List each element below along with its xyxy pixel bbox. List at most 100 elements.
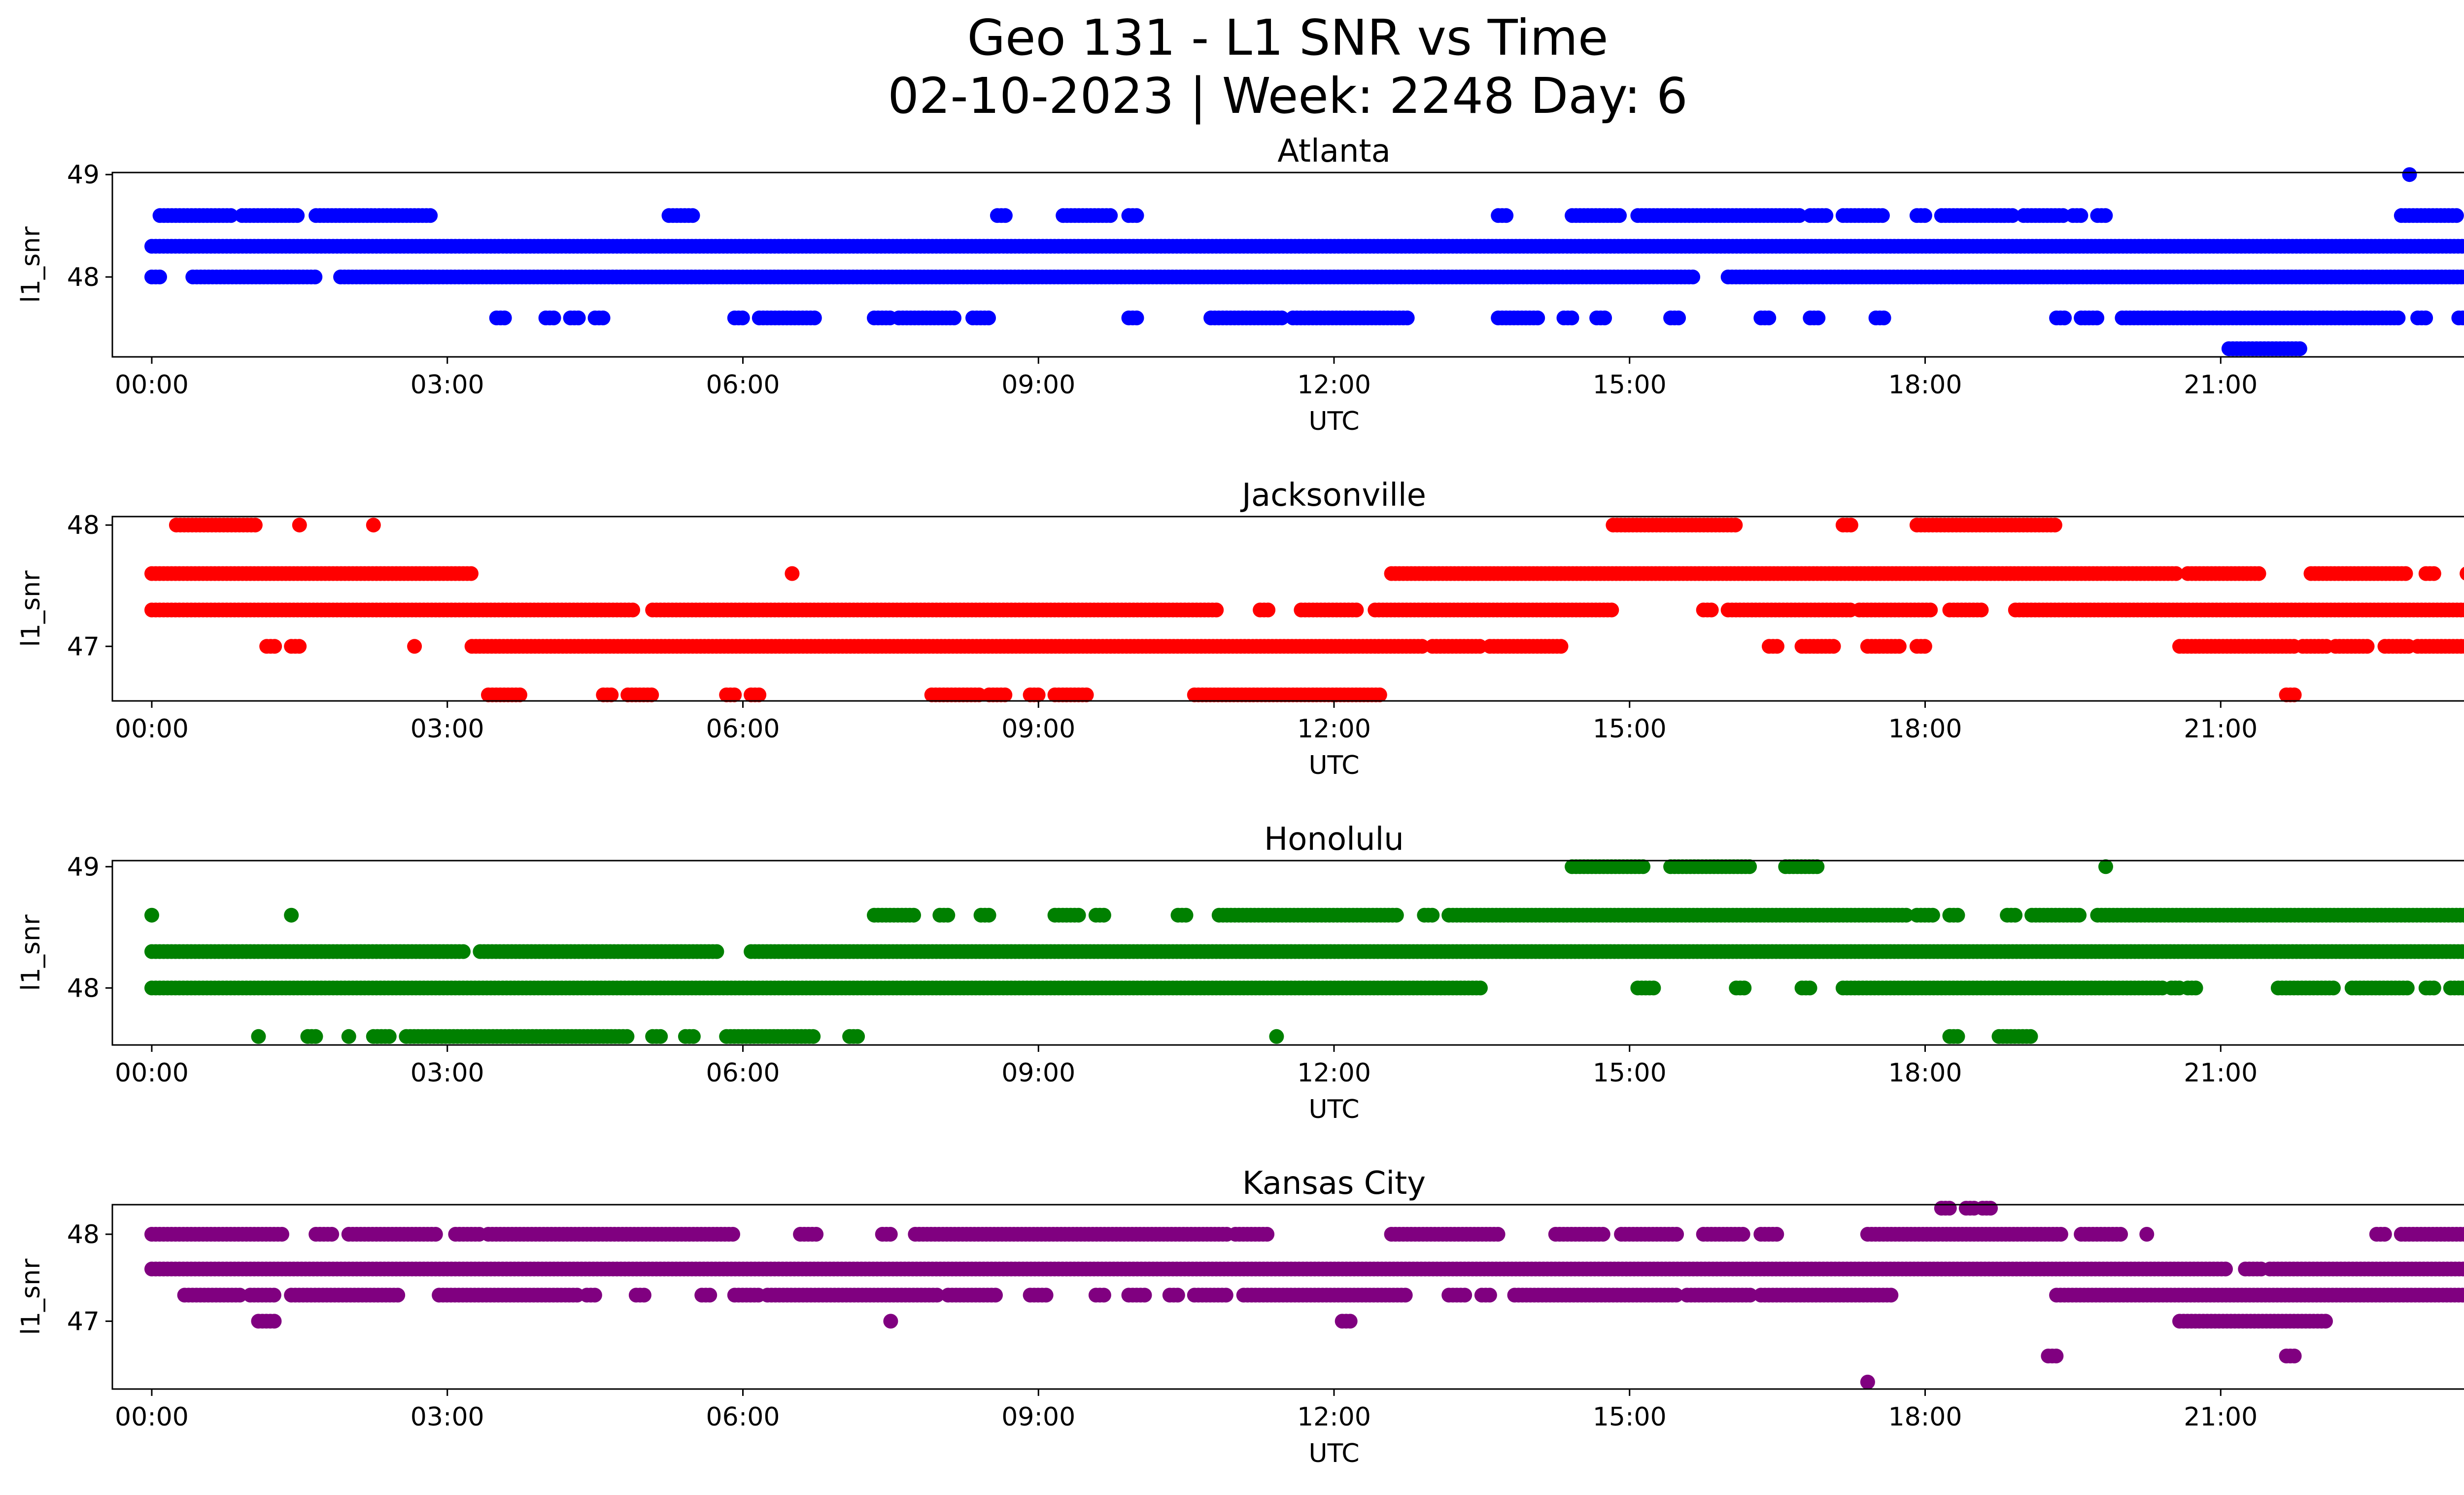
data-point: [735, 311, 750, 325]
x-tick-label: 06:00: [706, 714, 780, 744]
data-point: [1096, 907, 1111, 923]
data-points: [144, 167, 2464, 356]
data-point: [1671, 311, 1686, 325]
y-tick-label: 48: [67, 263, 100, 292]
subplot-title: Kansas City: [1242, 1165, 1426, 1202]
x-axis-label: UTC: [1308, 407, 1359, 436]
figure-title-line-1: Geo 131 - L1 SNR vs Time: [967, 9, 1608, 67]
data-point: [2287, 687, 2302, 702]
data-point: [571, 311, 586, 325]
data-point: [247, 518, 263, 533]
x-tick-label: 03:00: [411, 370, 484, 400]
data-point: [1389, 907, 1404, 923]
data-point: [2402, 167, 2417, 182]
data-point: [653, 1029, 668, 1044]
data-point: [1079, 687, 1094, 702]
data-point: [223, 208, 239, 223]
data-point: [1770, 639, 1784, 654]
data-point: [1891, 639, 1907, 654]
x-tick-label: 15:00: [1593, 370, 1667, 400]
data-point: [2460, 566, 2464, 581]
x-tick-label: 00:00: [115, 714, 189, 744]
data-point: [981, 311, 996, 325]
data-point: [1178, 907, 1194, 923]
data-point: [1425, 907, 1440, 923]
data-point: [2251, 566, 2266, 581]
data-point: [2008, 907, 2023, 923]
data-point: [546, 311, 561, 325]
y-tick-label: 49: [67, 852, 100, 882]
data-point: [381, 1029, 397, 1044]
x-tick-label: 18:00: [1888, 370, 1962, 400]
y-tick-label: 48: [67, 973, 100, 1003]
x-tick-label: 12:00: [1297, 714, 1371, 744]
data-point: [423, 208, 438, 223]
x-tick-label: 00:00: [115, 1058, 189, 1088]
y-axis-label: l1_snr: [16, 570, 46, 647]
x-tick-label: 03:00: [411, 714, 484, 744]
subplot-title: Jacksonville: [1240, 477, 1426, 514]
subplot-title: Honolulu: [1264, 821, 1404, 858]
data-point: [341, 1029, 356, 1044]
data-point: [1974, 602, 1989, 618]
data-point: [709, 944, 724, 959]
data-point: [604, 687, 619, 702]
data-point: [1742, 859, 1757, 874]
data-point: [785, 566, 800, 581]
x-tick-label: 06:00: [706, 370, 780, 400]
data-point: [997, 687, 1013, 702]
data-point: [2426, 566, 2441, 581]
data-point: [513, 687, 527, 702]
data-point: [1530, 311, 1545, 325]
data-point: [2458, 270, 2464, 284]
data-point: [940, 907, 956, 923]
data-point: [2188, 980, 2203, 996]
x-tick-label: 15:00: [1593, 1058, 1667, 1088]
data-point: [1261, 602, 1276, 618]
x-tick-label: 21:00: [2184, 370, 2258, 400]
data-point: [1499, 208, 1514, 223]
data-point: [2459, 239, 2464, 254]
data-point: [997, 208, 1013, 223]
data-point: [1917, 208, 1932, 223]
data-point: [1612, 208, 1627, 223]
figure-title: Geo 131 - L1 SNR vs Time 02-10-2023 | We…: [0, 9, 2464, 125]
data-point: [152, 269, 167, 284]
data-point: [1604, 602, 1619, 618]
data-point: [1030, 687, 1046, 702]
data-point: [1636, 859, 1651, 874]
data-point: [1349, 602, 1364, 618]
data-point: [1811, 311, 1826, 325]
data-point: [1129, 208, 1144, 223]
data-point: [2098, 208, 2113, 223]
data-point: [407, 639, 422, 654]
x-tick-label: 21:00: [2184, 714, 2258, 744]
data-point: [284, 907, 299, 923]
data-point: [308, 269, 323, 284]
data-point: [366, 518, 381, 533]
x-tick-label: 12:00: [1297, 1058, 1371, 1088]
data-point: [752, 687, 767, 702]
data-point: [1372, 687, 1387, 702]
data-point: [251, 1029, 266, 1044]
data-point: [1564, 311, 1579, 325]
subplot-title: Atlanta: [1277, 133, 1391, 170]
data-point: [2463, 242, 2464, 251]
data-point: [644, 687, 659, 702]
data-point: [1818, 208, 1834, 223]
axes-frame: [111, 172, 2464, 358]
data-point: [1685, 269, 1701, 284]
data-point: [1597, 311, 1612, 325]
data-point: [2072, 907, 2087, 923]
data-point: [2462, 272, 2464, 282]
data-point: [806, 1029, 821, 1044]
data-point: [2360, 639, 2375, 654]
data-point: [1925, 907, 1940, 923]
data-point: [1071, 907, 1086, 923]
data-point: [2292, 341, 2307, 356]
x-tick-label: 18:00: [1888, 1058, 1962, 1088]
x-tick-label: 09:00: [1001, 370, 1075, 400]
